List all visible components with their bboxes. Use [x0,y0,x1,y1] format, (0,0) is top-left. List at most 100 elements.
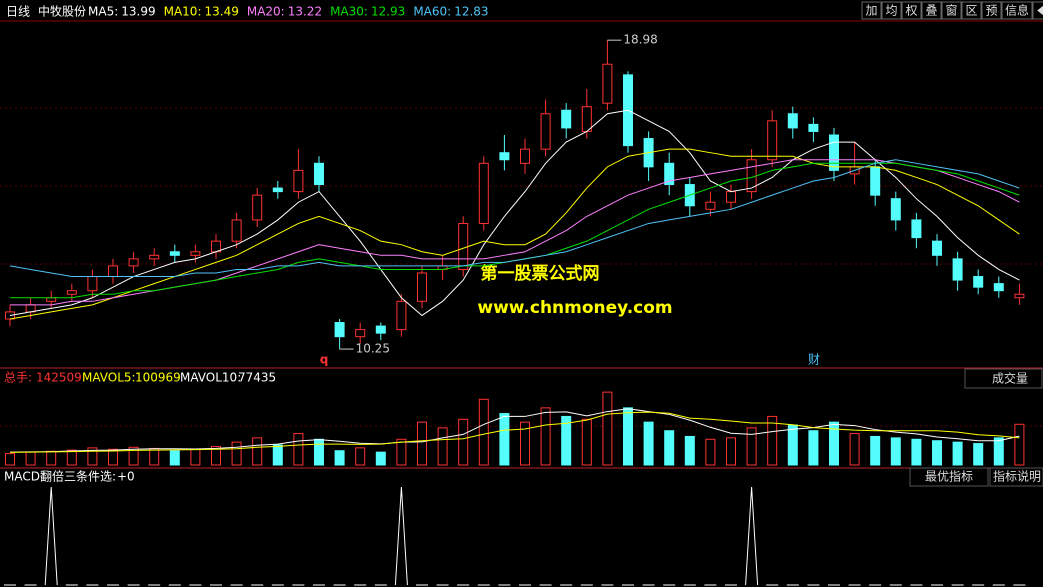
candle-body [355,329,366,338]
mavol5: 100969 [135,371,181,385]
indicator-label: MACD翻倍三条件选: [4,469,116,484]
candle-body [993,283,1004,292]
toolbar-button-label[interactable]: 加 [865,4,877,18]
toolbar-button-label[interactable]: 区 [965,4,977,18]
candle-body [231,219,242,242]
toolbar-button[interactable] [961,1,982,20]
volume-bar [314,438,324,466]
volume-bar [334,450,345,466]
volume-bar [787,424,798,466]
ma-legend-value: 13.99 [121,5,155,19]
toolbar-button[interactable] [881,1,902,20]
toolbar-button[interactable] [981,1,1002,20]
volume-bar [375,451,386,466]
volume-bar [973,443,984,466]
volume-bar [499,413,510,466]
volume-bar [149,447,160,466]
ma-legend-label: MA30: [330,5,368,19]
indicator-button[interactable] [909,467,989,487]
signal-spike [394,486,408,586]
volume-button[interactable] [964,368,1043,389]
ma-line [9,408,1020,453]
ma-legend-value: 13.22 [288,5,322,19]
watermark: www.chnmoney.com [477,298,672,318]
ma-line [9,159,1020,278]
candle-body [252,194,263,221]
toolbar-button[interactable] [941,1,962,20]
mavol10: 77435 [238,371,276,385]
indicator-button[interactable] [989,467,1043,487]
candle-body [87,276,98,292]
signal-spike [44,486,58,586]
toolbar-button-label[interactable]: 均 [885,4,897,18]
candle-body [25,304,36,313]
volume-bar [684,435,695,466]
volume-bar [643,421,654,466]
candle-body [664,162,675,186]
toolbar-button-label[interactable]: 信息 [1005,3,1029,18]
candle-body [561,109,572,129]
volume-bar [396,438,407,466]
candle-body [952,258,963,281]
ma-legend-value: 12.93 [371,5,405,19]
ma-line [9,109,1020,317]
candle-body [334,322,345,338]
volume-bar [128,446,139,466]
mavol10-label: MAVOL10: [180,371,241,385]
candle-body [787,113,798,129]
candle-body [478,162,489,224]
toolbar-button[interactable] [861,1,882,20]
volume-bar [437,427,448,466]
candle-body [499,152,510,161]
volume-bar [540,407,551,466]
volume-bar [108,448,118,466]
volume-bar [561,415,572,466]
volume-bar [66,449,77,466]
toolbar-button[interactable] [921,1,942,20]
toolbar-button[interactable] [901,1,922,20]
volume-bar [664,430,675,466]
volume-bar [890,437,901,466]
indicator-button-label[interactable]: 最优指标 [925,469,973,484]
volume-bar [355,447,366,466]
candle-body [375,325,386,334]
arrow-icon[interactable] [1037,5,1043,16]
candle-body [272,187,283,193]
indicator-value: +0 [117,470,135,484]
min-label: 10.25 [356,342,390,356]
toolbar-button-label[interactable]: 窗 [945,4,957,18]
candle-body [46,297,57,302]
volume-bar [1014,423,1025,466]
volume-bar [5,453,15,466]
ma-line [9,148,1020,320]
volume-bar [478,398,489,466]
candle-body [808,123,819,132]
volume-bar [520,421,530,466]
mavol5-label: MAVOL5: [82,371,136,385]
toolbar-button-label[interactable]: 权 [905,4,917,18]
ma-legend-label: MA5: [88,5,118,19]
marker: q [320,353,329,367]
candle-body [128,258,139,267]
volume-bar [808,430,819,466]
volume-bar [829,421,839,466]
candle-body [149,254,160,260]
candle-body [108,265,118,278]
toolbar-button-label[interactable]: 预 [985,4,997,18]
candle-body [890,198,901,221]
candle-body [829,134,839,171]
volume-bar [169,450,180,466]
candle-body [973,276,984,288]
watermark: 第一股票公式网 [481,263,600,284]
volume-button-label[interactable]: 成交量 [992,371,1028,386]
volume-bar [726,437,736,466]
volume-bar [46,450,57,466]
toolbar-button[interactable] [1001,1,1033,20]
indicator-button-label[interactable]: 指标说明 [993,469,1041,484]
ma-legend-label: MA60: [413,5,451,19]
volume-bar [623,407,633,466]
toolbar-button-label[interactable]: 叠 [925,4,937,18]
volume-bar [602,391,613,466]
volume-bar [746,427,757,466]
